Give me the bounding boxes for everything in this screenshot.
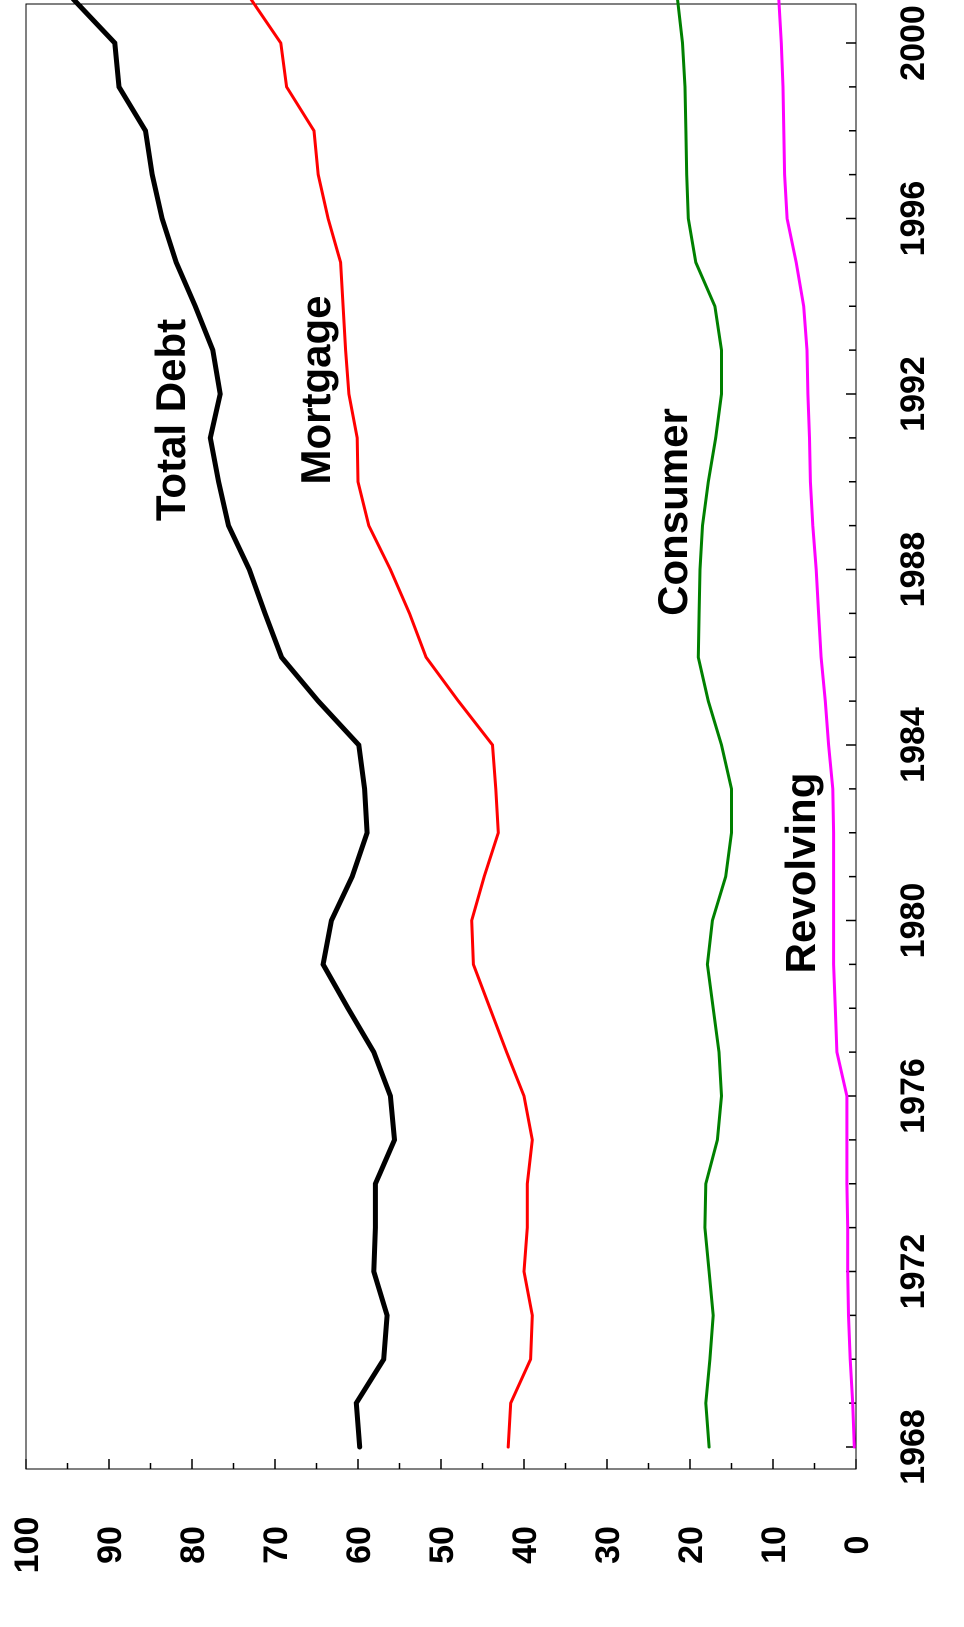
plot-frame	[25, 3, 857, 1470]
axis-tick-labels: 1968 1972 1976 1980 1984 1988 1992 1996 2000 0 10 2…	[8, 5, 932, 1573]
label-mortgage: Mortgage	[292, 296, 339, 485]
x-tick-label-1980: 1980	[894, 883, 932, 959]
series-line-revolving	[777, 0, 856, 1449]
x-tick-label-1984: 1984	[894, 707, 932, 783]
x-tick-label-1972: 1972	[894, 1234, 932, 1310]
series-line-mortgage	[249, 0, 534, 1449]
x-tick-label-1976: 1976	[894, 1058, 932, 1134]
x-tick-label-1996: 1996	[894, 181, 932, 257]
y-tick-label-40: 40	[506, 1526, 544, 1564]
y-tick-label-0: 0	[838, 1536, 876, 1555]
label-consumer: Consumer	[649, 408, 696, 616]
axis-ticks	[25, 42, 857, 1469]
series-lines	[70, 0, 856, 1450]
y-tick-label-20: 20	[672, 1526, 710, 1564]
inline-series-labels: Total Debt Mortgage Consumer Revolving	[147, 296, 824, 974]
x-tick-label-2000: 2000	[894, 5, 932, 81]
x-tick-label-1968: 1968	[894, 1409, 932, 1485]
x-tick-label-1988: 1988	[894, 532, 932, 608]
y-tick-label-30: 30	[589, 1526, 627, 1564]
series-line-total-debt	[70, 0, 398, 1450]
x-tick-label-1992: 1992	[894, 356, 932, 432]
y-tick-label-10: 10	[755, 1526, 793, 1564]
label-revolving: Revolving	[777, 773, 824, 974]
y-tick-label-90: 90	[91, 1526, 129, 1564]
y-tick-label-80: 80	[174, 1526, 212, 1564]
y-tick-label-70: 70	[257, 1526, 295, 1564]
y-tick-label-100: 100	[8, 1517, 46, 1574]
y-tick-label-60: 60	[340, 1526, 378, 1564]
label-total-debt: Total Debt	[147, 319, 194, 521]
y-tick-label-50: 50	[423, 1526, 461, 1564]
series-line-consumer	[676, 0, 733, 1449]
